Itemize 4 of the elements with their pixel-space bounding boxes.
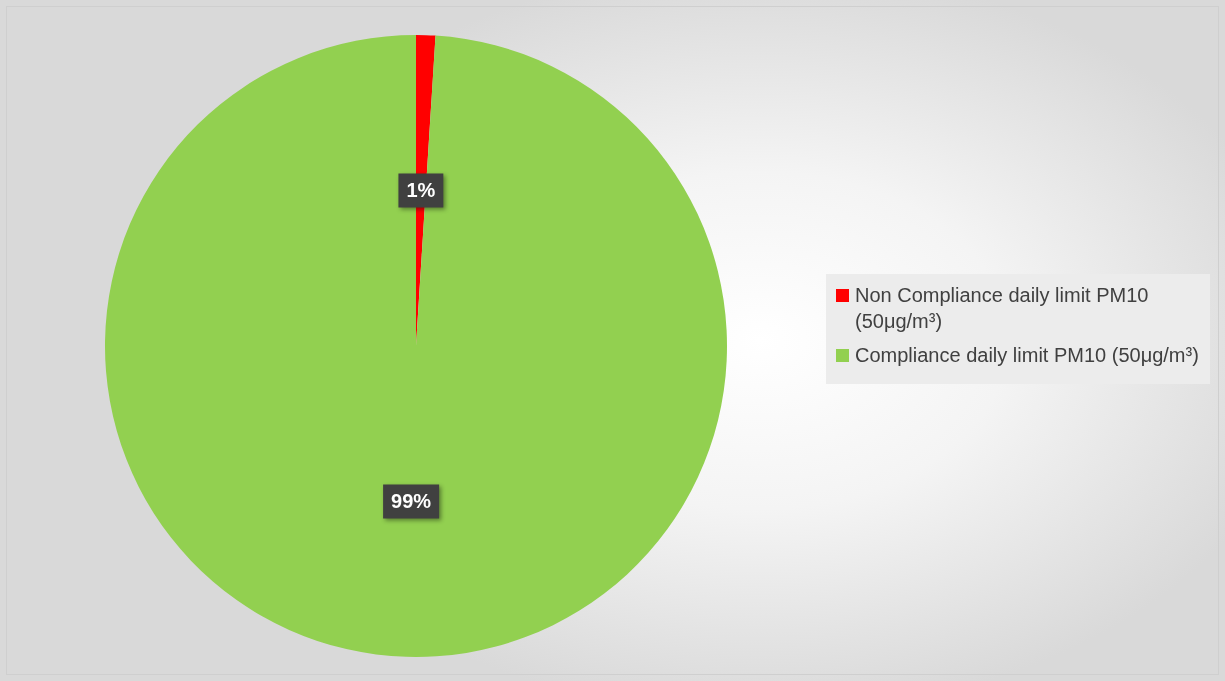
data-label: 99% (391, 489, 432, 512)
legend-label: Compliance daily limit PM10 (50μg/m³) (855, 343, 1199, 368)
legend-label: Non Compliance daily limit PM10 (50μg/m³) (855, 283, 1150, 334)
data-label: 1% (406, 179, 436, 202)
